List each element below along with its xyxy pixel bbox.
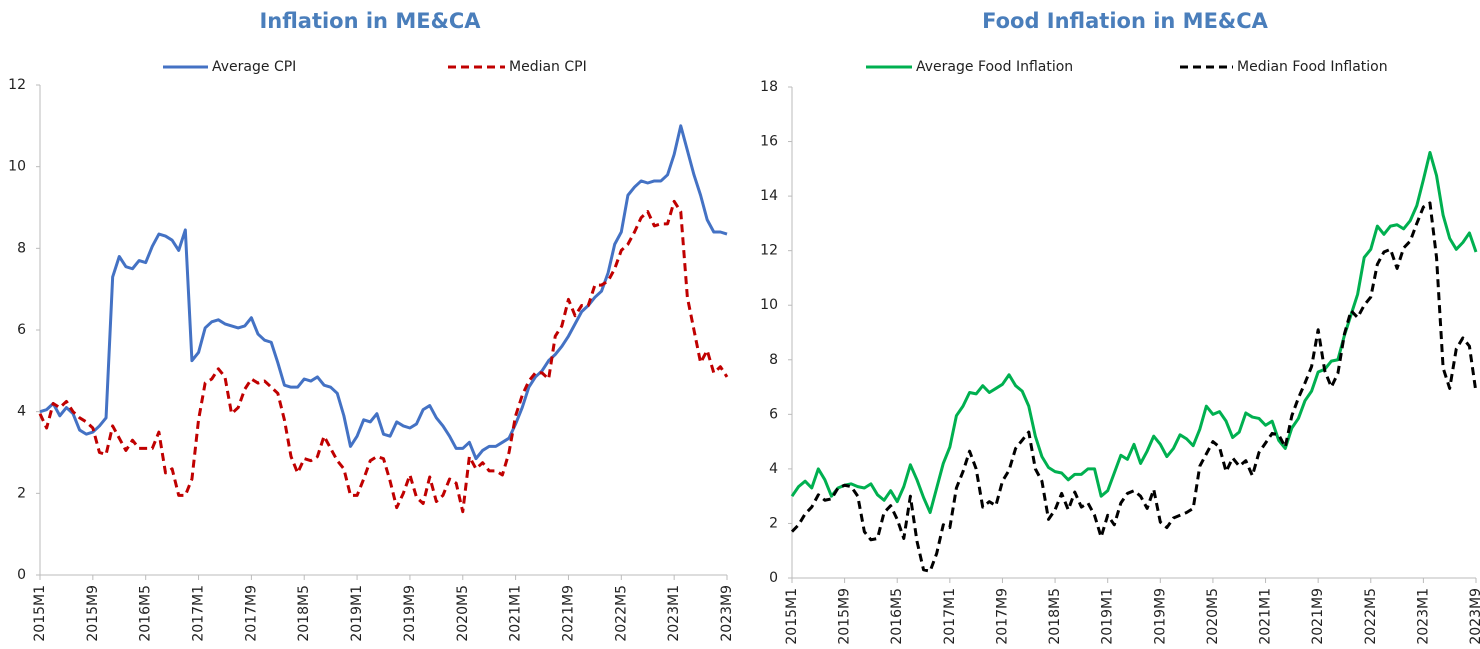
x-tick-label: 2023M9 [1468,588,1480,645]
x-tick-label: 2023M1 [666,585,682,642]
series-line [39,124,728,461]
x-tick-label: 2017M1 [942,588,958,645]
x-tick-label: 2016M5 [889,588,905,645]
y-tick-label: 0 [17,567,26,583]
x-tick-label: 2015M9 [85,585,101,642]
x-tick-label: 2017M1 [191,585,207,642]
x-tick-label: 2015M1 [784,588,800,645]
y-tick-label: 12 [8,77,26,93]
y-tick-label: 2 [17,485,26,501]
x-tick-label: 2020M5 [1205,588,1221,645]
y-tick-label: 6 [17,322,26,338]
y-tick-label: 4 [17,404,26,420]
x-tick-label: 2023M9 [719,585,735,642]
y-tick-label: 6 [769,406,778,422]
y-tick-label: 8 [17,240,26,256]
x-tick-label: 2021M9 [560,585,576,642]
x-tick-label: 2020M5 [455,585,471,642]
chart-title: Food Inflation in ME&CA [982,9,1269,33]
x-tick-label: 2019M1 [349,585,365,642]
legend-label: Average CPI [212,59,296,75]
y-tick-label: 0 [769,570,778,586]
x-tick-label: 2021M1 [508,585,524,642]
x-tick-label: 2019M9 [402,585,418,642]
x-tick-label: 2018M5 [1047,588,1063,645]
series-line [790,201,1478,573]
x-tick-label: 2021M9 [1310,588,1326,645]
y-tick-label: 14 [760,188,778,204]
y-tick-label: 8 [769,352,778,368]
y-tick-label: 4 [769,461,778,477]
y-tick-label: 2 [769,515,778,531]
y-tick-label: 16 [760,134,778,150]
y-tick-label: 12 [760,243,778,259]
x-tick-label: 2018M5 [296,585,312,642]
y-tick-label: 18 [760,79,778,95]
chart-title: Inflation in ME&CA [259,9,481,33]
legend-label: Median CPI [509,59,587,75]
x-tick-label: 2019M1 [1100,588,1116,645]
legend-label: Average Food Inflation [916,59,1073,75]
x-tick-label: 2022M5 [1363,588,1379,645]
x-tick-label: 2022M5 [613,585,629,642]
legend-label: Median Food Inflation [1237,59,1388,75]
y-tick-label: 10 [760,297,778,313]
x-tick-label: 2017M9 [994,588,1010,645]
x-tick-label: 2015M9 [837,588,853,645]
x-tick-label: 2015M1 [32,585,48,642]
x-tick-label: 2019M9 [1152,588,1168,645]
x-tick-label: 2021M1 [1258,588,1274,645]
x-tick-label: 2016M5 [138,585,154,642]
series-line [790,150,1478,515]
x-tick-label: 2017M9 [243,585,259,642]
y-tick-label: 10 [8,159,26,175]
x-tick-label: 2023M1 [1415,588,1431,645]
series-line [38,199,729,514]
